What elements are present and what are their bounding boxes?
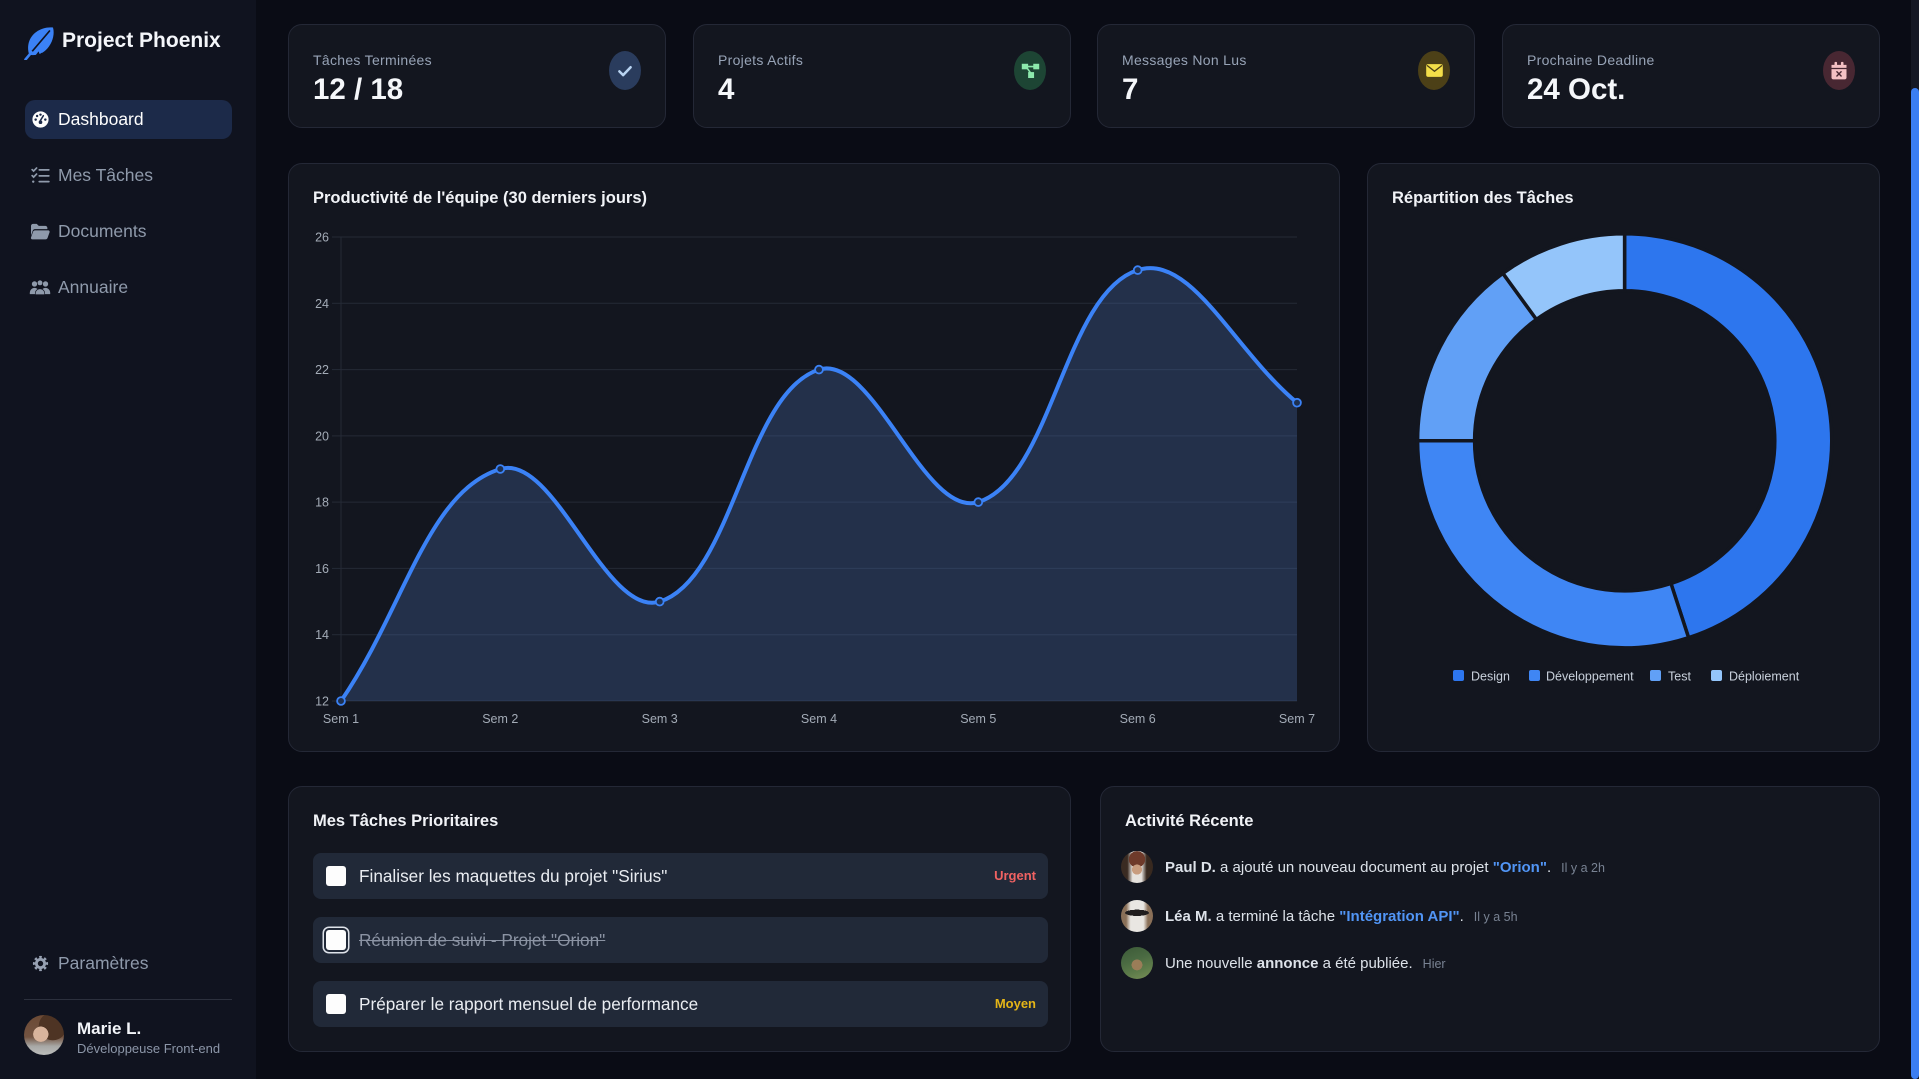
- svg-text:12: 12: [315, 695, 329, 709]
- svg-text:Sem 1: Sem 1: [323, 712, 359, 726]
- svg-text:16: 16: [315, 562, 329, 576]
- svg-text:Sem 6: Sem 6: [1120, 712, 1156, 726]
- svg-text:18: 18: [315, 496, 329, 510]
- svg-text:Test: Test: [1668, 670, 1691, 684]
- svg-text:Sem 3: Sem 3: [642, 712, 678, 726]
- svg-text:Sem 5: Sem 5: [960, 712, 996, 726]
- svg-text:Développement: Développement: [1546, 670, 1634, 684]
- svg-text:22: 22: [315, 363, 329, 377]
- svg-text:Déploiement: Déploiement: [1729, 670, 1800, 684]
- svg-text:Sem 4: Sem 4: [801, 712, 837, 726]
- svg-text:Design: Design: [1471, 670, 1510, 684]
- svg-text:20: 20: [315, 429, 329, 443]
- svg-text:Sem 7: Sem 7: [1279, 712, 1315, 726]
- svg-text:26: 26: [315, 231, 329, 245]
- svg-text:Sem 2: Sem 2: [482, 712, 518, 726]
- svg-text:24: 24: [315, 297, 329, 311]
- svg-text:14: 14: [315, 628, 329, 642]
